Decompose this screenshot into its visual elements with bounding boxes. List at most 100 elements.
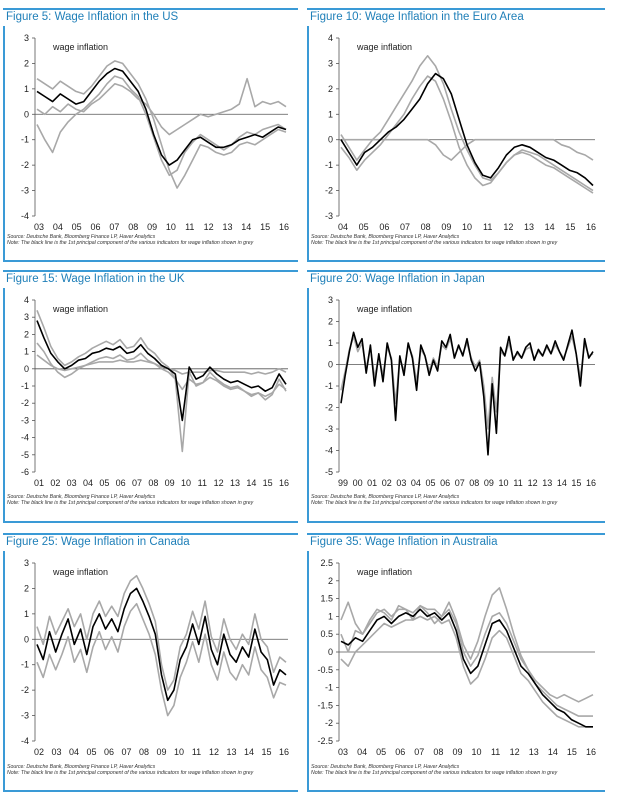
y-tick-label: 1.5	[320, 594, 333, 604]
x-tick-label: 16	[586, 222, 596, 232]
x-tick-label: 07	[121, 747, 131, 757]
frame-bottom	[307, 260, 605, 262]
figure-35-panel: Figure 35: Wage Inflation in Australia 2…	[307, 533, 605, 792]
indicator-line	[36, 77, 287, 136]
indicator-line	[340, 335, 594, 430]
principal-component-line	[340, 329, 594, 456]
y-tick-label: -0.5	[317, 665, 333, 675]
y-tick-label: 1	[24, 84, 29, 94]
x-tick-label: 05	[359, 222, 369, 232]
x-tick-label: 03	[34, 222, 44, 232]
y-tick-label: 3	[24, 312, 29, 322]
y-tick-label: 1	[328, 109, 333, 119]
x-tick-label: 15	[260, 222, 270, 232]
source-text: Source: Deutsche Bank, Bloomberg Finance…	[311, 234, 460, 240]
title-rule	[3, 533, 298, 535]
chart-title: Figure 25: Wage Inflation in Canada	[6, 536, 190, 548]
x-tick-label: 06	[116, 478, 126, 488]
x-tick-label: 13	[222, 222, 232, 232]
title-rule	[3, 8, 298, 10]
x-tick-label: 16	[279, 478, 289, 488]
indicator-line	[340, 587, 594, 703]
series-label: wage inflation	[52, 42, 108, 52]
y-tick-label: -1	[21, 660, 29, 670]
x-tick-label: 10	[462, 222, 472, 232]
y-tick-label: -3	[325, 211, 333, 221]
indicator-line	[36, 354, 287, 375]
series-label: wage inflation	[52, 304, 108, 314]
x-tick-label: 03	[338, 747, 348, 757]
x-tick-label: 07	[400, 222, 410, 232]
y-tick-label: -4	[21, 433, 29, 443]
x-tick-label: 11	[513, 478, 522, 488]
source-text: Source: Deutsche Bank, Bloomberg Finance…	[7, 234, 156, 240]
y-tick-label: 2.5	[320, 558, 333, 568]
y-tick-label: 2	[328, 84, 333, 94]
x-tick-label: 01	[367, 478, 377, 488]
indicator-line	[340, 75, 594, 192]
x-tick-label: 16	[279, 747, 289, 757]
indicator-line	[36, 602, 287, 717]
x-tick-label: 10	[166, 222, 176, 232]
x-tick-label: 09	[156, 747, 166, 757]
principal-component-line	[36, 67, 287, 166]
note-text: Note: The black line is the 1st principa…	[7, 500, 254, 507]
indicator-line	[36, 342, 287, 398]
x-tick-label: 14	[545, 222, 555, 232]
figure-10-panel: Figure 10: Wage Inflation in the Euro Ar…	[307, 8, 605, 262]
y-tick-label: 2	[328, 576, 333, 586]
y-tick-label: -4	[21, 736, 29, 746]
x-tick-label: 16	[279, 222, 289, 232]
x-tick-label: 14	[241, 222, 251, 232]
x-tick-label: 10	[181, 478, 191, 488]
y-tick-label: 0	[328, 647, 333, 657]
x-tick-label: 13	[542, 478, 552, 488]
chart-title: Figure 15: Wage Inflation in the UK	[6, 273, 185, 285]
indicator-line	[36, 60, 287, 189]
y-tick-label: 0	[328, 135, 333, 145]
y-tick-label: -2	[325, 186, 333, 196]
source-text: Source: Deutsche Bank, Bloomberg Finance…	[311, 494, 460, 500]
y-tick-label: 4	[24, 295, 29, 305]
y-tick-label: -5	[325, 467, 333, 477]
y-tick-label: -6	[21, 467, 29, 477]
x-tick-label: 15	[571, 478, 581, 488]
y-tick-label: -3	[325, 424, 333, 434]
y-tick-label: -1	[325, 160, 333, 170]
x-tick-label: 04	[69, 747, 79, 757]
x-tick-label: 14	[244, 747, 254, 757]
y-tick-label: -1	[21, 381, 29, 391]
x-tick-label: 04	[83, 478, 93, 488]
x-tick-label: 12	[214, 478, 224, 488]
y-tick-label: -3	[21, 415, 29, 425]
chart-plot: 2.5 2 1.5 1 0.5 0 -0.5 -1 -1.5 -2 -2.5 03 04 05 06 07 08…	[317, 558, 596, 757]
source-note: Source: Deutsche Bank, Bloomberg Finance…	[311, 234, 561, 247]
frame-left	[3, 26, 5, 260]
x-tick-label: 15	[567, 747, 577, 757]
title-rule	[3, 270, 298, 272]
y-tick-label: -4	[325, 446, 333, 456]
x-tick-label: 10	[472, 747, 482, 757]
y-tick-label: 3	[24, 33, 29, 43]
series-label: wage inflation	[356, 42, 412, 52]
x-tick-label: 13	[226, 747, 236, 757]
x-tick-label: 05	[86, 747, 96, 757]
y-tick-label: 2	[24, 583, 29, 593]
indicator-line	[36, 75, 287, 177]
y-tick-label: 3	[24, 558, 29, 568]
y-tick-label: -5	[21, 450, 29, 460]
frame-bottom	[3, 790, 298, 792]
y-tick-label: -3	[21, 186, 29, 196]
x-tick-label: 08	[421, 222, 431, 232]
principal-component-line	[36, 320, 287, 422]
x-tick-label: 15	[261, 747, 271, 757]
x-tick-label: 06	[91, 222, 101, 232]
chart-title: Figure 20: Wage Inflation in Japan	[310, 273, 485, 285]
y-tick-label: 1	[328, 611, 333, 621]
y-tick-label: -3	[21, 711, 29, 721]
frame-left	[3, 551, 5, 790]
frame-bottom	[3, 521, 298, 523]
